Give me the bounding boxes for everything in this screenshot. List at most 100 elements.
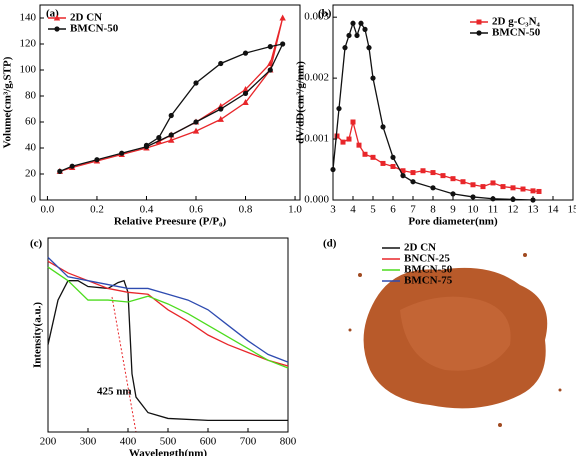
y-tick-label: 0.000 (304, 194, 329, 206)
marker (410, 170, 416, 176)
marker (370, 154, 376, 160)
y-tick-label: 80 (25, 90, 37, 102)
marker (119, 150, 125, 156)
marker (530, 188, 536, 194)
series-line (47, 279, 288, 422)
series-line (47, 256, 289, 363)
marker (520, 186, 526, 192)
y-tick-label: 0 (31, 194, 37, 206)
marker (346, 136, 352, 142)
marker (168, 112, 174, 119)
marker (420, 168, 426, 174)
x-tick-label: 15 (568, 204, 576, 216)
marker (380, 160, 386, 166)
x-tick-label: 0.4 (140, 204, 154, 216)
marker (356, 142, 362, 148)
y-tick-label: 40 (25, 142, 37, 154)
marker (57, 168, 63, 174)
marker (168, 136, 175, 143)
x-tick-label: 0.2 (90, 204, 104, 216)
speck (358, 273, 362, 277)
marker (342, 45, 348, 51)
y-tick-label: 100 (20, 64, 37, 76)
powder-highlight (400, 296, 511, 371)
series-line (47, 266, 289, 369)
marker (440, 173, 446, 179)
x-tick-label: 5 (370, 204, 376, 216)
y-axis-label: dV/dD(cm³/g/nm) (295, 61, 307, 144)
y-tick-label: 0.003 (304, 11, 329, 23)
marker (217, 115, 224, 122)
x-tick-label: 200 (40, 436, 57, 448)
marker (400, 173, 406, 179)
y-tick-label: 0.001 (304, 133, 329, 145)
panel-label: (b) (318, 8, 332, 20)
legend-label: BMCN-50 (70, 23, 119, 35)
marker (192, 127, 200, 134)
x-tick-label: 12 (508, 204, 519, 216)
y-tick-label: 140 (20, 12, 37, 24)
x-tick-label: 800 (280, 436, 297, 448)
legend-marker (53, 14, 61, 21)
marker (69, 163, 75, 169)
marker (490, 196, 496, 202)
marker (430, 185, 436, 191)
x-tick-label: 3 (330, 204, 336, 216)
y-tick-label: 120 (20, 38, 37, 50)
x-tick-label: 8 (430, 204, 436, 216)
x-tick-label: 13 (528, 204, 540, 216)
x-tick-label: 9 (450, 204, 456, 216)
plot-frame (39, 4, 301, 201)
panel-label: (a) (46, 8, 59, 20)
x-axis-label: Relative Preesure (P/P₀) (114, 216, 227, 228)
x-tick-label: 0.0 (41, 204, 55, 216)
marker (410, 179, 416, 185)
marker (450, 176, 456, 182)
x-tick-label: 700 (240, 436, 257, 448)
x-tick-label: 500 (160, 436, 177, 448)
legend-label: 2D g-C₃N₄ (492, 16, 541, 28)
y-axis-label: Intensity(a.u.) (32, 302, 44, 368)
annotation-line (111, 296, 137, 433)
marker (370, 75, 376, 81)
marker (218, 60, 224, 67)
legend-label: 2D CN (404, 242, 436, 254)
marker (242, 99, 249, 105)
marker (340, 139, 346, 145)
marker (390, 163, 396, 169)
marker (450, 191, 456, 197)
marker (267, 44, 273, 50)
x-tick-label: 0.8 (239, 204, 253, 216)
marker (330, 166, 336, 173)
marker (267, 60, 274, 66)
marker (168, 132, 174, 138)
x-tick-label: 600 (200, 436, 217, 448)
y-tick-label: 0.002 (304, 72, 329, 84)
marker (193, 80, 199, 86)
plot-frame (47, 237, 289, 433)
marker (358, 20, 364, 26)
marker (94, 157, 100, 163)
marker (470, 194, 476, 200)
marker (218, 106, 224, 112)
marker (267, 67, 273, 73)
y-axis-label: Volume(cm³/g,STP) (2, 56, 14, 148)
marker (362, 151, 368, 157)
marker (280, 41, 286, 47)
y-tick-label: 60 (25, 116, 37, 128)
legend-marker (54, 26, 60, 32)
marker (279, 14, 286, 21)
x-tick-label: 0.6 (189, 204, 203, 216)
marker (143, 142, 150, 148)
speck (348, 328, 352, 332)
speck (558, 388, 562, 392)
marker (510, 185, 516, 191)
marker (242, 50, 249, 56)
legend-label: BMCN-50 (404, 264, 453, 276)
marker (390, 154, 396, 160)
marker (380, 124, 386, 130)
x-tick-label: 4 (350, 204, 356, 216)
marker (400, 168, 406, 174)
marker (350, 20, 356, 26)
x-axis-label: Wavelength(nm) (129, 448, 208, 456)
